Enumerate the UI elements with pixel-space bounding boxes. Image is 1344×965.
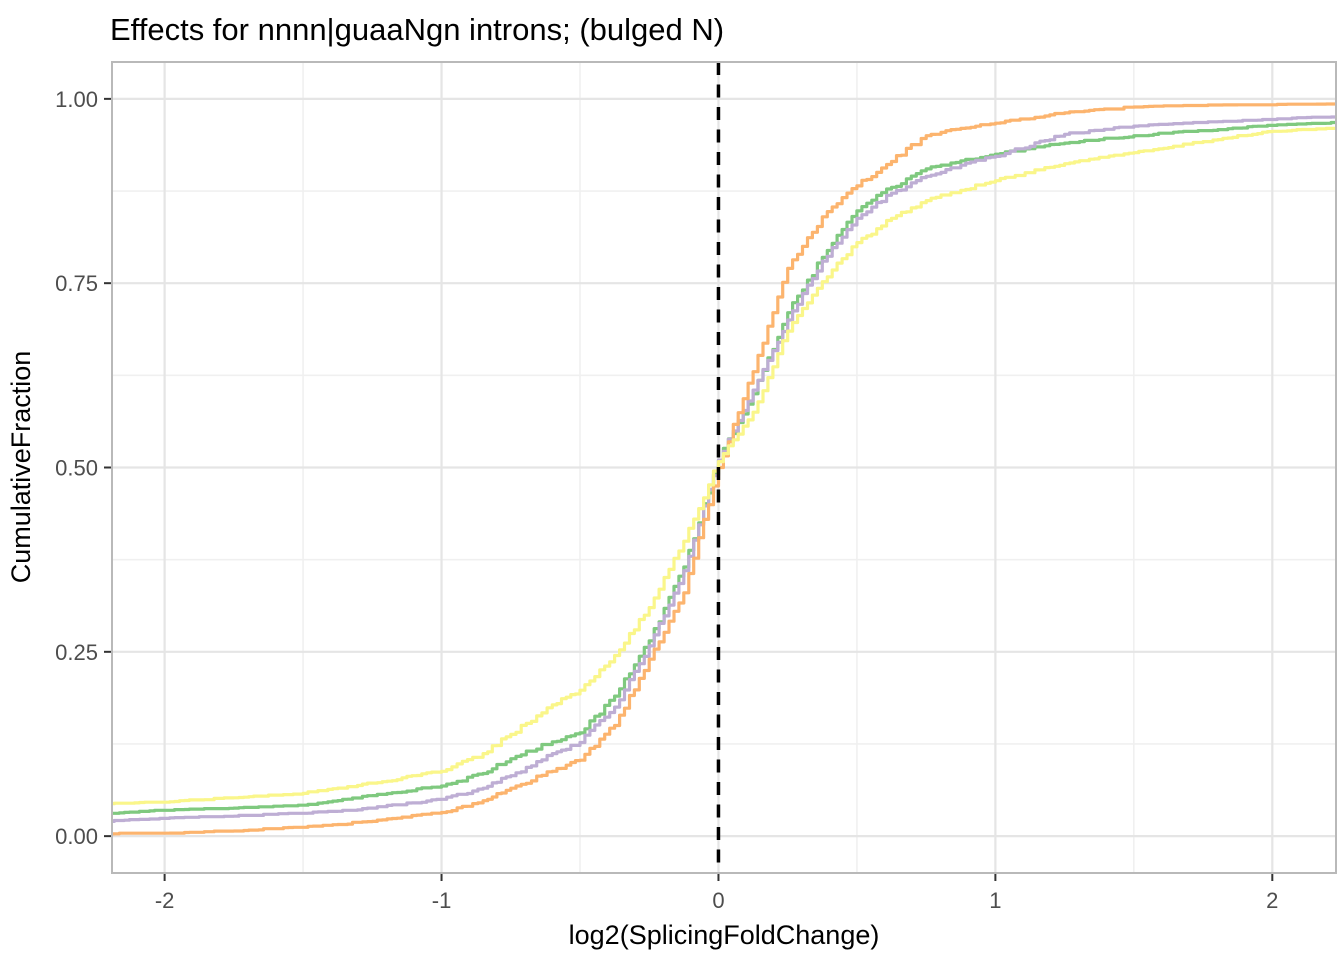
y-tick-label: 1.00 xyxy=(55,87,98,112)
axis-tick-marks xyxy=(104,97,1274,881)
y-tick-label: 0.25 xyxy=(55,640,98,665)
ecdf-curve-orange xyxy=(112,102,1336,836)
grid-minor-lines xyxy=(112,62,1336,873)
x-tick-label: 0 xyxy=(712,888,724,913)
x-axis-tick-labels: -2 -1 0 1 2 xyxy=(155,888,1279,913)
chart-title: Effects for nnnn|guaaNgn introns; (bulge… xyxy=(110,12,724,47)
y-tick-label: 0.00 xyxy=(55,824,98,849)
x-axis-title: log2(SplicingFoldChange) xyxy=(569,920,880,950)
y-axis-title: CumulativeFraction xyxy=(6,351,36,584)
x-tick-label: -1 xyxy=(432,888,452,913)
x-tick-label: -2 xyxy=(155,888,175,913)
ecdf-curve-yellow xyxy=(112,126,1336,806)
x-tick-label: 1 xyxy=(989,888,1001,913)
panel-border xyxy=(111,61,1337,874)
ecdf-curve-green xyxy=(112,120,1336,815)
ecdf-curves xyxy=(112,102,1336,836)
x-tick-label: 2 xyxy=(1266,888,1278,913)
y-tick-label: 0.75 xyxy=(55,271,98,296)
y-tick-label: 0.50 xyxy=(55,456,98,481)
y-axis-tick-labels: 0.00 0.25 0.50 0.75 1.00 xyxy=(55,87,98,849)
